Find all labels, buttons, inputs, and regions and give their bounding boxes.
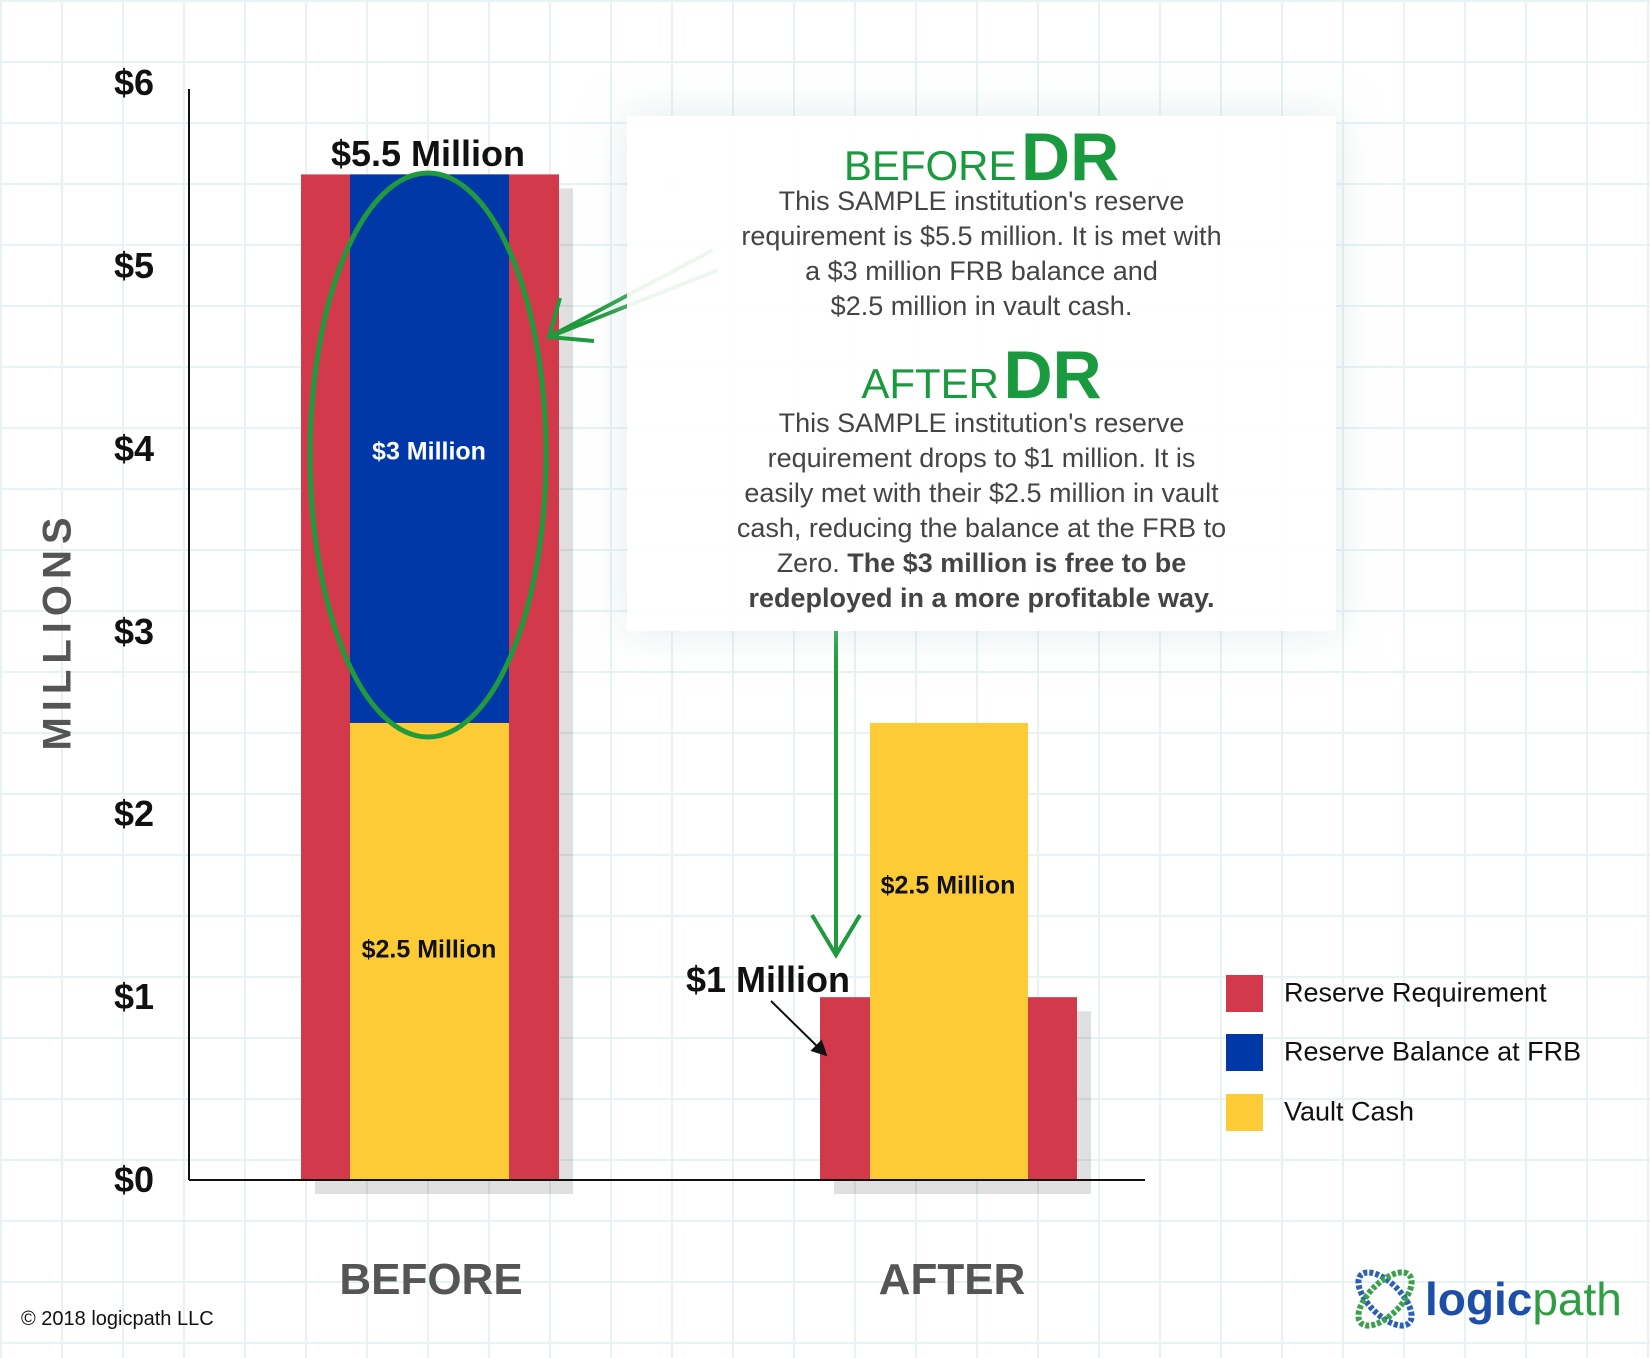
annotation-box: BEFORE DR This SAMPLE institution's rese… <box>627 116 1336 631</box>
y-tick-label: $4 <box>114 427 155 469</box>
y-tick-label: $1 <box>114 976 155 1018</box>
y-axis-label: MILLIONS <box>35 511 80 751</box>
before-heading-big: DR <box>1020 119 1120 195</box>
label-after-vault: $2.5 Million <box>880 871 1016 900</box>
after-heading-small: AFTER <box>861 360 999 407</box>
category-before: BEFORE <box>339 1255 523 1304</box>
before-dr-heading: BEFORE DR <box>627 118 1336 196</box>
legend-label: Vault Cash <box>1284 1096 1415 1127</box>
text-line: redeployed in a more profitable way. <box>627 581 1336 616</box>
legend-swatch-vault-cash <box>1226 1094 1263 1131</box>
text-normal: Zero. <box>776 548 848 578</box>
legend-label: Reserve Requirement <box>1284 977 1547 1008</box>
logo-text-path: path <box>1532 1273 1622 1325</box>
before-dr-text: This SAMPLE institution's reserve requir… <box>627 184 1336 324</box>
category-after: AFTER <box>878 1255 1026 1304</box>
text-line: $2.5 million in vault cash. <box>830 291 1133 321</box>
bar-vault-cash <box>350 722 509 1180</box>
text-line: This SAMPLE institution's reserve <box>778 186 1185 216</box>
label-before-frb: $3 Million <box>372 437 486 466</box>
label-after-req: $1 Million <box>685 959 851 1000</box>
bar-reserve-balance-frb <box>350 174 509 723</box>
logicpath-logo: logicpath <box>1345 1262 1622 1336</box>
y-tick-label: $0 <box>114 1159 155 1200</box>
label-before-total: $5.5 Million <box>330 133 526 174</box>
text-bold: redeployed in a more profitable way. <box>748 583 1215 613</box>
y-tick-label: $6 <box>114 62 155 103</box>
highlight-ellipse <box>307 170 549 740</box>
text-line: easily met with their $2.5 million in va… <box>744 478 1219 508</box>
legend-swatch-frb <box>1226 1034 1263 1071</box>
y-tick-label: $5 <box>114 244 155 286</box>
logo-text-logic: logic <box>1425 1273 1533 1325</box>
green-arrow-down <box>810 631 862 959</box>
after-dr-text: This SAMPLE institution's reserve requir… <box>627 406 1336 616</box>
logo-knot-icon <box>1355 1269 1415 1329</box>
after-dr-heading: AFTER DR <box>627 336 1336 414</box>
black-arrow <box>770 1000 828 1057</box>
label-before-vault: $2.5 Million <box>361 935 497 964</box>
text-line: This SAMPLE institution's reserve <box>778 408 1185 438</box>
copyright: © 2018 logicpath LLC <box>21 1308 214 1330</box>
text-line: Zero. The $3 million is free to be <box>627 546 1336 581</box>
after-heading-big: DR <box>1003 337 1102 413</box>
y-tick-label: $2 <box>114 793 155 835</box>
bar-vault-cash <box>870 722 1028 1180</box>
legend-label: Reserve Balance at FRB <box>1284 1036 1582 1067</box>
y-tick-label: $3 <box>114 610 155 652</box>
text-bold: The $3 million is free to be <box>847 548 1187 578</box>
legend-swatch-reserve-requirement <box>1226 975 1263 1012</box>
text-line: requirement drops to $1 million. It is <box>767 443 1196 473</box>
text-line: requirement is $5.5 million. It is met w… <box>741 221 1222 251</box>
before-heading-small: BEFORE <box>843 142 1017 189</box>
text-line: cash, reducing the balance at the FRB to <box>736 513 1227 543</box>
text-line: a $3 million FRB balance and <box>805 256 1158 286</box>
